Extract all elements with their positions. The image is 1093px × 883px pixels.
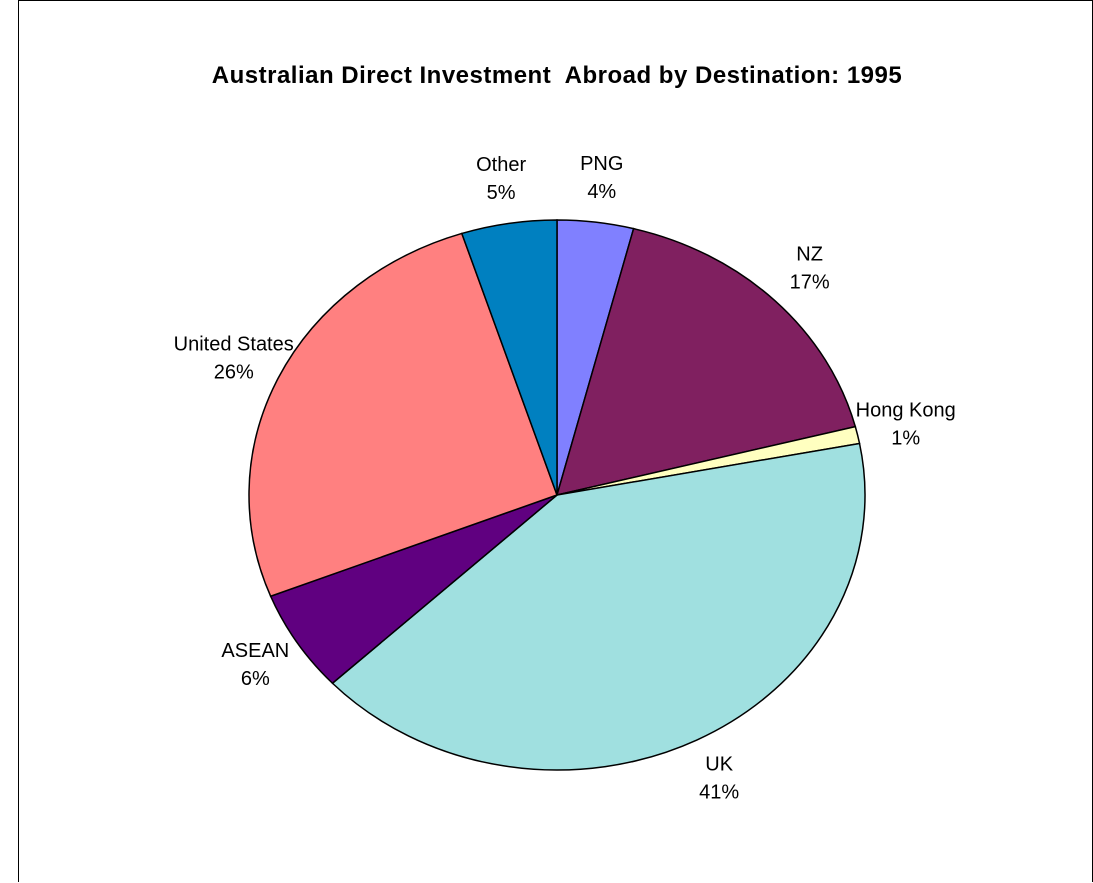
slice-label: PNG	[580, 153, 623, 175]
slice-label: UK	[705, 754, 733, 776]
slice-value-label: 5%	[487, 182, 516, 204]
slice-label: NZ	[796, 244, 823, 266]
slice-label: United States	[174, 333, 294, 355]
chart-title: Australian Direct Investment Abroad by D…	[211, 62, 903, 89]
slice-label: Hong Kong	[856, 400, 956, 422]
pie-slice	[248, 232, 558, 598]
pie-slice	[331, 442, 866, 771]
pie-slice	[555, 227, 857, 497]
pie-slice	[460, 219, 558, 496]
slice-value-label: 4%	[587, 181, 616, 203]
slice-value-label: 6%	[241, 668, 270, 690]
slice-label: ASEAN	[221, 640, 289, 662]
slice-value-label: 41%	[699, 782, 739, 804]
slice-value-label: 1%	[891, 428, 920, 450]
slice-value-label: 26%	[214, 361, 254, 383]
slice-value-label: 17%	[790, 272, 830, 294]
slice-label: Other	[476, 154, 526, 176]
